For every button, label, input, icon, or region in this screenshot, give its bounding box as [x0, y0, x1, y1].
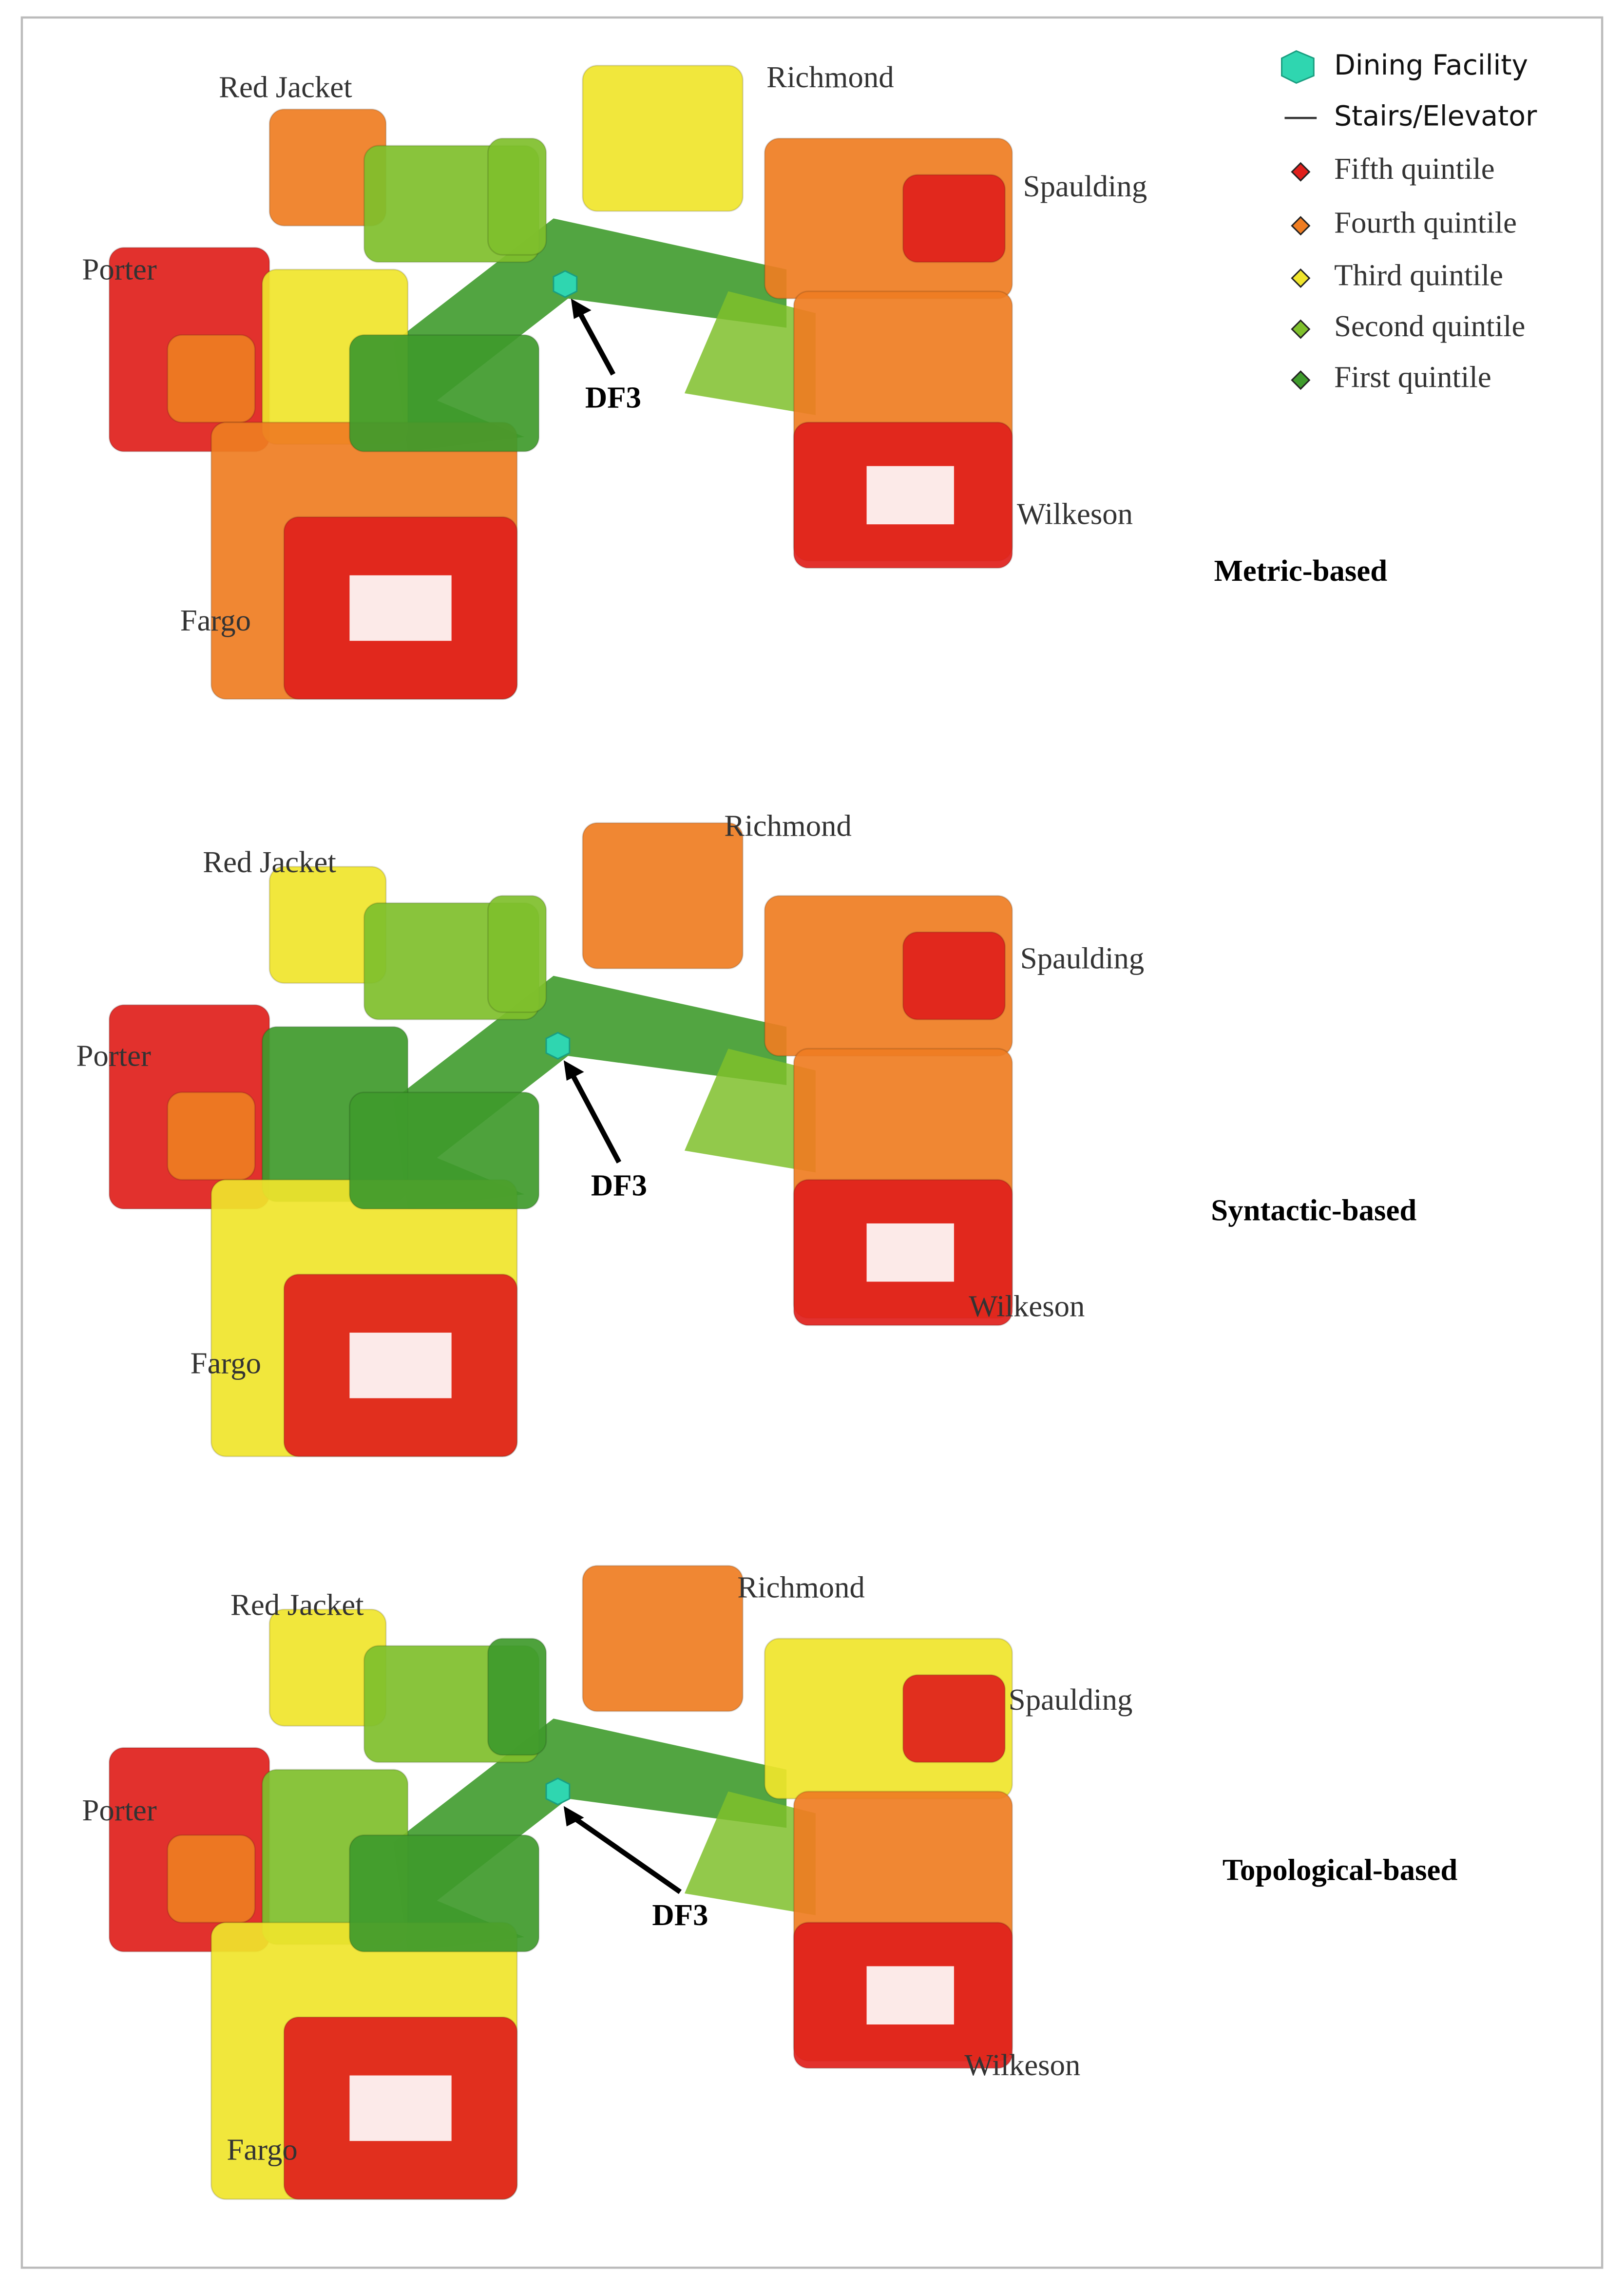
arrow-head	[571, 298, 592, 319]
dining-cube	[545, 1777, 571, 1806]
marker-label: DF3	[585, 380, 641, 414]
legend-label: Second quintile	[1334, 309, 1525, 343]
arrow	[568, 1813, 682, 1894]
building-label: Fargo	[227, 2132, 297, 2166]
building-label: Richmond	[737, 1570, 865, 1604]
corridor-side	[684, 291, 816, 415]
legend: Dining Facility Stairs/Elevator Fifth quin…	[1281, 49, 1537, 394]
legend-label: Third quintile	[1334, 258, 1503, 292]
diamond-icon	[1291, 319, 1311, 339]
courtyard	[866, 1223, 954, 1282]
cube-icon	[1281, 50, 1315, 84]
building	[582, 1565, 744, 1712]
diamond-icon	[1291, 162, 1311, 182]
corridor	[393, 975, 787, 1209]
panel-title: Metric-based	[1214, 554, 1388, 588]
building	[487, 1638, 547, 1756]
building-label: Richmond	[724, 808, 852, 842]
building-label: Fargo	[180, 603, 251, 637]
building	[582, 822, 744, 970]
building-label: Fargo	[191, 1346, 261, 1380]
legend-label: Stairs/Elevator	[1334, 100, 1537, 133]
building	[902, 174, 1006, 263]
building	[582, 65, 744, 212]
building-label: Red Jacket	[219, 70, 352, 104]
marker-label: DF3	[591, 1168, 647, 1203]
diamond-icon	[1291, 370, 1311, 390]
building-label: Wilkeson	[969, 1289, 1085, 1323]
building-label: Porter	[82, 1793, 156, 1827]
building	[167, 1091, 256, 1181]
building	[167, 1834, 256, 1924]
building-label: Wilkeson	[964, 2048, 1080, 2082]
building	[348, 334, 540, 453]
building	[902, 1674, 1006, 1763]
building-label: Red Jacket	[203, 845, 336, 879]
arrow-head	[563, 1806, 584, 1827]
corridor-side	[684, 1049, 816, 1173]
corridor	[393, 1718, 787, 1952]
building	[487, 137, 547, 256]
dining-cube	[545, 1031, 571, 1060]
panels: DF3 Red Jacket Richmond Spaulding Porter Wilk…	[76, 60, 1458, 2200]
diamond-icon	[1291, 216, 1311, 236]
building-label: Porter	[76, 1039, 151, 1073]
building-label: Wilkeson	[1017, 497, 1133, 531]
dining-cube	[553, 270, 578, 298]
courtyard	[866, 1966, 954, 2024]
building	[902, 931, 1006, 1020]
building	[167, 334, 256, 423]
courtyard	[349, 2075, 452, 2141]
panel: DF3 Red Jacket Richmond Spaulding Porter Wilk…	[82, 1565, 1458, 2200]
corridor	[393, 218, 787, 452]
building-label: Porter	[82, 252, 156, 286]
courtyard	[349, 1333, 452, 1398]
building-label: Richmond	[766, 60, 894, 94]
building	[348, 1091, 540, 1210]
courtyard	[349, 575, 452, 641]
building-label: Spaulding	[1009, 1682, 1133, 1717]
panel-title: Topological-based	[1223, 1853, 1458, 1887]
panel: DF3 Red Jacket Richmond Spaulding Porter Wilk…	[76, 808, 1416, 1457]
panel-title: Syntactic-based	[1211, 1193, 1416, 1227]
courtyard	[866, 466, 954, 525]
marker-label: DF3	[652, 1898, 708, 1932]
building-label: Spaulding	[1020, 941, 1145, 975]
arrow	[567, 1068, 622, 1164]
building	[348, 1834, 540, 1953]
legend-label: First quintile	[1334, 360, 1491, 394]
corridor-side	[684, 1791, 816, 1915]
panel: DF3 Red Jacket Richmond Spaulding Porter Wilk…	[82, 60, 1388, 700]
legend-label: Fourth quintile	[1334, 206, 1517, 240]
building	[487, 895, 547, 1013]
diamond-icon	[1291, 268, 1311, 288]
arrow-head	[563, 1060, 584, 1081]
legend-label: Fifth quintile	[1334, 152, 1495, 186]
arrow	[574, 306, 616, 376]
building-label: Red Jacket	[230, 1587, 364, 1622]
legend-label: Dining Facility	[1334, 49, 1528, 81]
building-label: Spaulding	[1023, 169, 1147, 203]
